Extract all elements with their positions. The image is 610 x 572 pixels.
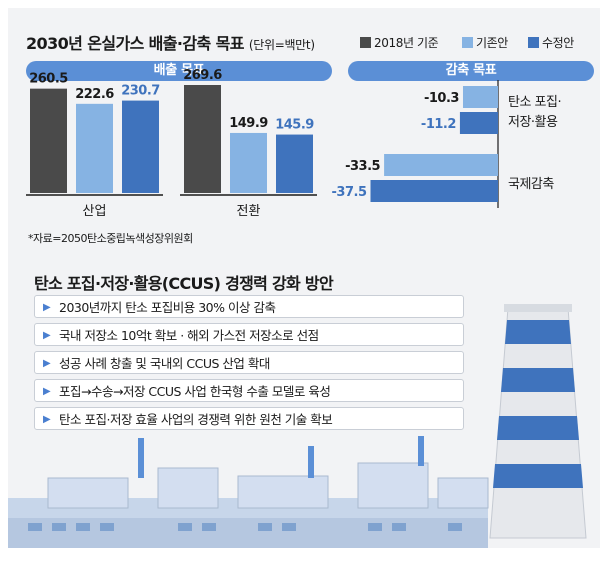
legend-item-revised: 수정안 — [528, 34, 574, 51]
data-label: 222.6 — [75, 87, 114, 102]
ccus-list: ▶ 2030년까지 탄소 포집비용 30% 이상 감축 ▶ 국내 저장소 10억t … — [34, 295, 464, 435]
list-item: ▶ 국내 저장소 10억t 확보 · 해외 가스전 저장소로 선점 — [34, 323, 464, 346]
arrow-icon: ▶ — [43, 330, 51, 341]
list-item: ▶ 2030년까지 탄소 포집비용 30% 이상 감축 — [34, 295, 464, 318]
factory-illustration — [8, 304, 587, 548]
bar-산업-0 — [30, 88, 67, 193]
arrow-icon: ▶ — [43, 358, 51, 369]
legend-label-revised: 수정안 — [542, 36, 574, 50]
reduction-panel-title: 감축 목표 — [348, 61, 594, 81]
chimney-icon — [489, 304, 587, 539]
list-item: ▶ 탄소 포집·저장 효율 사업의 경쟁력 위한 원천 기술 확보 — [34, 407, 464, 430]
category-label: 탄소 포집· — [508, 95, 561, 110]
emission-panel-title: 배출 목표 — [26, 61, 332, 81]
data-label: 269.6 — [183, 68, 222, 83]
bar-산업-2 — [122, 100, 159, 193]
data-label: 149.9 — [229, 116, 268, 131]
bar-전환-2 — [276, 134, 313, 193]
arrow-icon: ▶ — [43, 386, 51, 397]
legend-item-2018: 2018년 기준 — [360, 34, 439, 51]
legend-label-existing: 기존안 — [476, 36, 508, 50]
bar-charts: 260.5 222.6 230.7 산업 269.6 149.9 145.9 전환 -10.3 -… — [26, 68, 562, 219]
chart-title: 2030년 온실가스 배출·감축 목표 (단위=백만t) — [26, 34, 315, 53]
data-label: -10.3 — [424, 91, 459, 106]
hbar-0-1 — [459, 112, 498, 134]
bar-전환-0 — [184, 85, 221, 193]
data-label: -37.5 — [332, 185, 367, 200]
hbar-0-0 — [462, 86, 498, 108]
data-label: -33.5 — [345, 159, 380, 174]
list-item: ▶ 성공 사례 창출 및 국내외 CCUS 산업 확대 — [34, 351, 464, 374]
category-label: 전환 — [237, 204, 261, 219]
data-label: 230.7 — [121, 84, 160, 99]
ccus-section-title: 탄소 포집·저장·활용(CCUS) 경쟁력 강화 방안 — [34, 274, 334, 293]
legend-item-existing: 기존안 — [462, 34, 508, 51]
category-label: 국제감축 — [508, 177, 554, 192]
category-label: 저장·활용 — [508, 115, 558, 130]
infographic-frame: 2030년 온실가스 배출·감축 목표 (단위=백만t) 2018년 기준 기존… — [8, 8, 600, 548]
factory-icon — [8, 436, 489, 548]
bar-산업-1 — [76, 103, 113, 193]
hbar-1-0 — [384, 154, 498, 176]
legend-swatch-existing — [462, 37, 473, 48]
arrow-icon: ▶ — [43, 302, 51, 313]
unit-note: (단위=백만t) — [248, 38, 315, 52]
arrow-icon: ▶ — [43, 414, 51, 425]
legend-label-2018: 2018년 기준 — [374, 36, 439, 50]
data-label: 145.9 — [275, 118, 314, 133]
source-note: *자료=2050탄소중립녹색성장위원회 — [28, 232, 193, 245]
data-label: -11.2 — [421, 117, 456, 132]
legend-swatch-2018 — [360, 37, 371, 48]
bar-전환-1 — [230, 132, 267, 193]
list-item: ▶ 포집→수송→저장 CCUS 사업 한국형 수출 모델로 육성 — [34, 379, 464, 402]
data-label: 260.5 — [29, 72, 68, 87]
legend-swatch-revised — [528, 37, 539, 48]
category-label: 산업 — [83, 204, 107, 219]
hbar-1-1 — [370, 180, 498, 202]
